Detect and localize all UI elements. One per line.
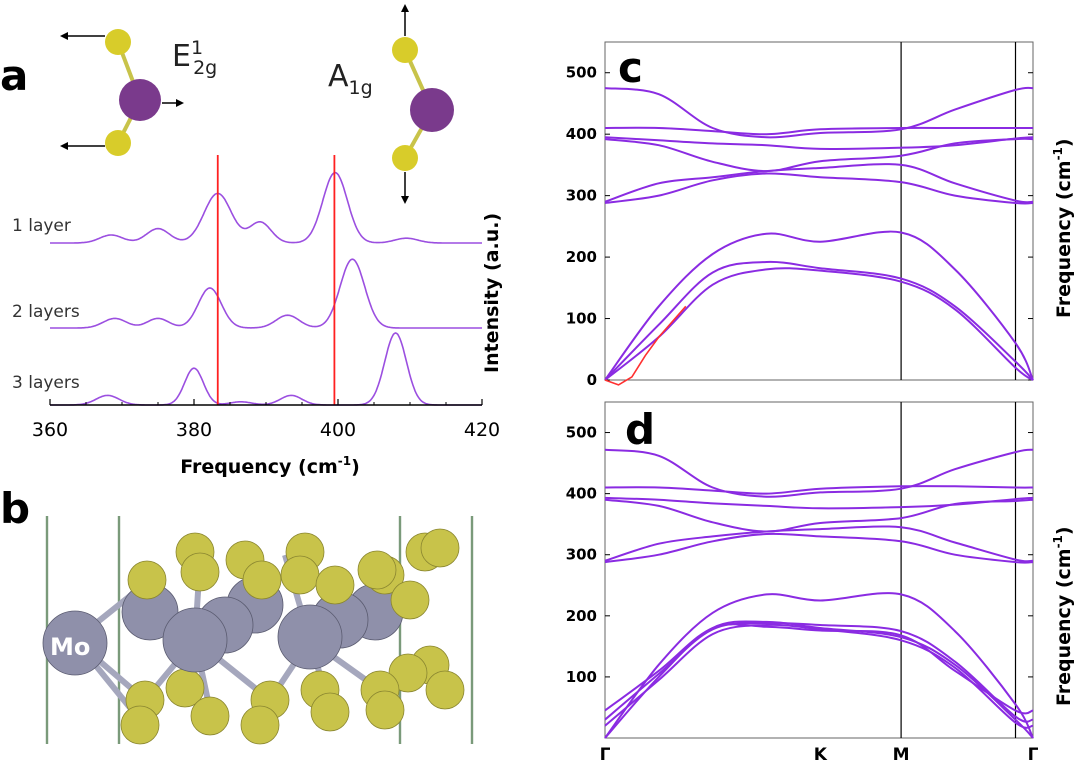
- spectrum-2: [50, 258, 482, 329]
- s-atom-icon: [190, 696, 230, 736]
- s-atom-icon: [120, 705, 160, 745]
- phonon-band: [604, 525, 1034, 563]
- panel-b: b Mo: [0, 484, 474, 745]
- panel-label-d: d: [625, 405, 655, 454]
- y-tick-label: 100: [566, 668, 597, 686]
- phonon-band: [604, 260, 1034, 381]
- e2g-mode-diagram: [60, 29, 184, 156]
- x-tick-label: 360: [32, 419, 68, 441]
- s-atom-icon: [310, 692, 350, 732]
- phonon-dispersion-c: 0 100 200 300 400 500: [566, 41, 1034, 389]
- phonon-band: [604, 592, 1034, 739]
- raman-spectra: [50, 155, 482, 406]
- layer-label: 2 layers: [12, 302, 80, 322]
- phonon-band: [604, 623, 1034, 729]
- panel-label-c: c: [618, 43, 643, 92]
- phonon-band: [604, 172, 1034, 205]
- mo-atom-icon: [119, 79, 161, 121]
- phonon-band: [604, 620, 1034, 739]
- frequency-axis-title-d: Frequency (cm-1): [1051, 526, 1075, 706]
- plot-frame: [604, 401, 1034, 739]
- layer-labels: 1 layer 2 layers 3 layers: [12, 216, 80, 393]
- phonon-dispersion-d: 100 200 300 400 500: [566, 401, 1034, 739]
- frequency-axis-title-c: Frequency (cm-1): [1051, 138, 1075, 318]
- mo-atom-label: Mo: [50, 633, 90, 661]
- panel-c: 0 100 200 300 400 500 c Intensity (a.u.) Freq…: [481, 41, 1075, 389]
- y-tick-label: 200: [566, 248, 597, 266]
- y-tick-label: 300: [566, 187, 597, 205]
- x-tick-label: 400: [320, 419, 356, 441]
- s-atom-icon: [240, 705, 280, 745]
- phonon-band: [604, 496, 1034, 510]
- panel-label-b: b: [0, 484, 30, 533]
- panel-d: 100 200 300 400 500 d Frequency (cm-1) Γ K M Γ: [566, 401, 1075, 764]
- phonon-band: [604, 621, 1034, 723]
- y-tick-label: 100: [566, 310, 597, 328]
- k-point-label: K: [814, 745, 828, 764]
- raman-x-axis: 360 380 400 420: [32, 399, 500, 441]
- panel-label-a: a: [0, 51, 28, 100]
- k-point-label: Γ: [1028, 745, 1039, 764]
- s-atom-icon: [390, 580, 430, 620]
- x-tick-label: 420: [464, 419, 500, 441]
- phonon-band: [604, 532, 1034, 564]
- y-tick-label: 300: [566, 546, 597, 564]
- y-tick-label: 400: [566, 485, 597, 503]
- layer-label: 3 layers: [12, 373, 80, 393]
- s-atom-icon: [180, 552, 220, 592]
- k-point-label: M: [893, 745, 910, 764]
- s-atom-icon: [420, 528, 460, 568]
- phonon-band: [604, 136, 1034, 150]
- s-atom-icon: [425, 670, 465, 710]
- phonon-band: [604, 267, 1034, 381]
- e2g-mode-label: E1 2g: [172, 37, 217, 79]
- y-tick-label: 400: [566, 125, 597, 143]
- s-atom-icon: [280, 555, 320, 595]
- s-atom-icon: [357, 550, 397, 590]
- plot-frame: [604, 41, 1034, 381]
- raman-x-axis-title: Frequency (cm-1): [180, 454, 360, 478]
- s-atom-icon: [392, 145, 418, 171]
- phonon-band: [604, 448, 1034, 498]
- intensity-axis-title: Intensity (a.u.): [481, 213, 503, 373]
- phonon-band: [604, 485, 1034, 495]
- mo-atom-icon: [277, 604, 343, 670]
- s-atom-icon: [315, 565, 355, 605]
- y-tick-label: 200: [566, 607, 597, 625]
- s-atom-icon: [392, 37, 418, 63]
- k-point-label: Γ: [600, 745, 611, 764]
- mos2-crystal-structure: [42, 516, 474, 745]
- s-atom-icon: [127, 560, 167, 600]
- layer-label: 1 layer: [12, 216, 71, 236]
- mo-atom-icon: [410, 88, 454, 132]
- phonon-band: [604, 230, 1034, 381]
- s-atom-icon: [242, 560, 282, 600]
- spectrum-1: [50, 171, 482, 244]
- spectrum-3: [50, 332, 482, 406]
- s-atom-icon: [105, 29, 131, 55]
- panel-a: a E1 2g A1g: [0, 4, 500, 478]
- y-tick-label: 500: [566, 424, 597, 442]
- y-tick-label: 500: [566, 64, 597, 82]
- s-atom-icon: [105, 130, 131, 156]
- acoustic-fit-curve: [604, 305, 687, 386]
- mo-atom-icon: [162, 607, 228, 673]
- mo-atom-icon: [42, 610, 108, 676]
- phonon-band: [604, 86, 1034, 139]
- y-tick-label: 0: [587, 371, 597, 389]
- a1g-mode-label: A1g: [328, 59, 373, 99]
- phonon-band: [604, 126, 1033, 136]
- phonon-band: [604, 623, 1034, 715]
- phonon-band: [604, 163, 1034, 204]
- a1g-mode-diagram: [392, 4, 454, 204]
- s-atom-icon: [365, 690, 405, 730]
- x-tick-label: 380: [176, 419, 212, 441]
